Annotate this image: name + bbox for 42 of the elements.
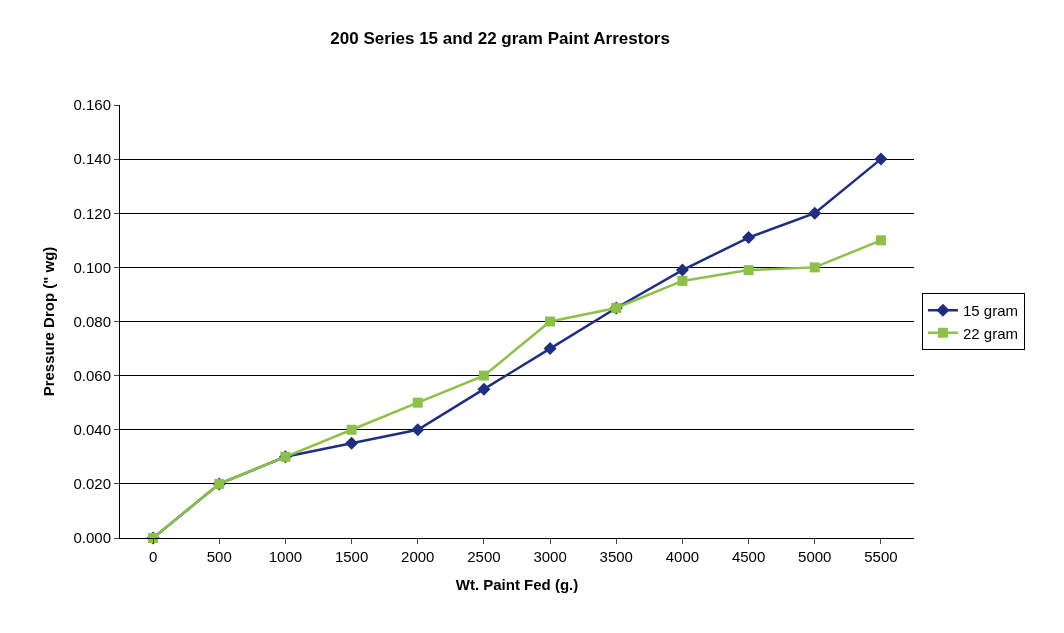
point bbox=[346, 424, 357, 435]
point bbox=[412, 397, 423, 408]
x-tick-label: 2500 bbox=[467, 548, 501, 565]
point bbox=[809, 262, 820, 273]
x-tick-label: 4500 bbox=[731, 548, 766, 565]
point bbox=[677, 275, 688, 286]
y-tick-label: 0.140 bbox=[73, 150, 111, 168]
y-axis-title: Pressure Drop (" wg) bbox=[39, 246, 57, 397]
point bbox=[808, 206, 822, 220]
x-tick-label: 4000 bbox=[665, 548, 700, 565]
x-tick-label: 1500 bbox=[334, 548, 369, 565]
chart-title: 200 Series 15 and 22 gram Paint Arrestors bbox=[330, 28, 670, 48]
y-tick-label: 0.080 bbox=[73, 312, 111, 330]
y-tick-label: 0.160 bbox=[73, 96, 111, 114]
point bbox=[874, 152, 888, 166]
point bbox=[545, 316, 556, 327]
point bbox=[675, 263, 689, 277]
point bbox=[742, 231, 756, 245]
point bbox=[875, 235, 886, 246]
point bbox=[743, 265, 754, 276]
x-tick-label: 5000 bbox=[798, 548, 832, 565]
y-tick-label: 0.020 bbox=[73, 475, 111, 493]
y-tick-label: 0.100 bbox=[73, 258, 111, 276]
legend-label: 22 gram bbox=[962, 324, 1018, 342]
x-tick-label: 0 bbox=[148, 548, 158, 565]
x-tick-label: 1000 bbox=[268, 548, 303, 565]
x-tick-label: 500 bbox=[206, 548, 232, 565]
x-tick-label: 5500 bbox=[864, 548, 898, 565]
x-tick-label: 2000 bbox=[401, 548, 435, 565]
point bbox=[543, 342, 557, 356]
y-tick-label: 0.060 bbox=[73, 366, 111, 384]
x-axis-title: Wt. Paint Fed (g.) bbox=[455, 576, 579, 593]
point bbox=[477, 382, 491, 396]
point bbox=[345, 436, 359, 450]
point bbox=[411, 423, 425, 437]
x-tick-label: 3500 bbox=[599, 548, 633, 565]
y-tick-label: 0.000 bbox=[73, 529, 111, 547]
y-tick-label: 0.120 bbox=[73, 204, 111, 222]
x-tick-label: 3000 bbox=[533, 548, 567, 565]
legend-label: 15 gram bbox=[962, 302, 1018, 320]
point bbox=[478, 370, 489, 381]
y-tick-label: 0.040 bbox=[73, 421, 111, 438]
